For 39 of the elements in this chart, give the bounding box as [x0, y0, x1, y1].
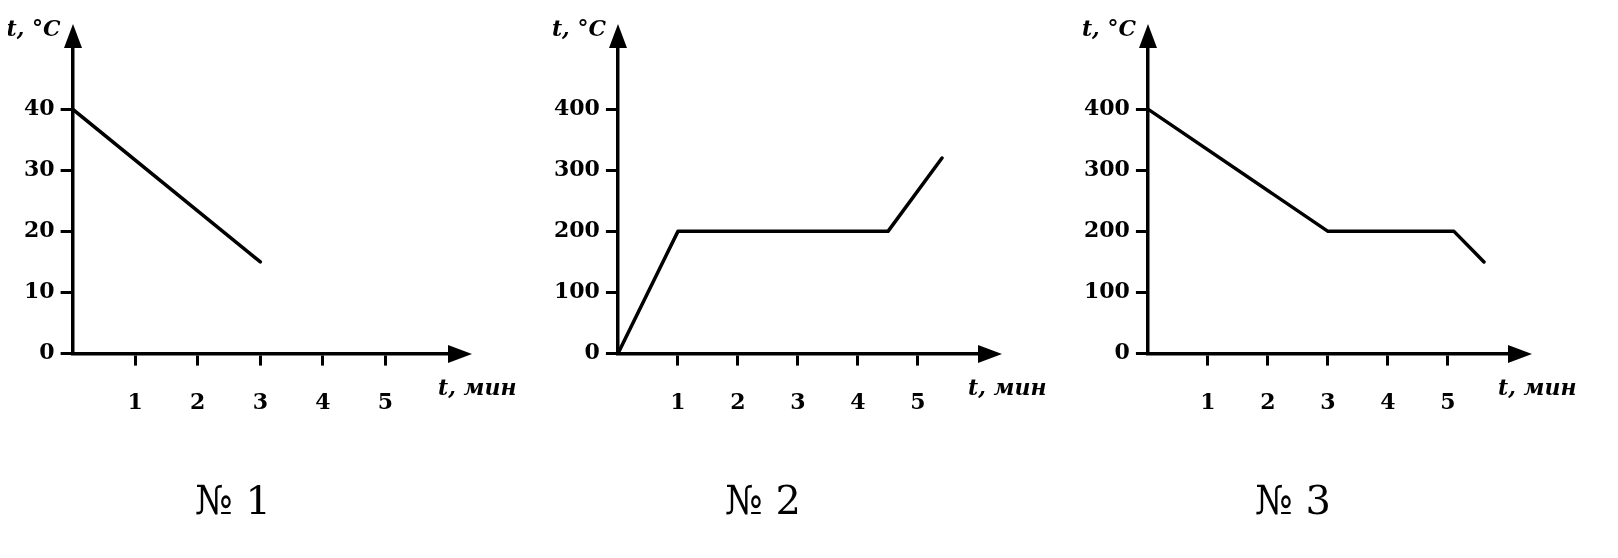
x-tick-label: 1: [127, 387, 143, 414]
x-tick-label: 1: [1200, 387, 1216, 414]
x-tick-label: 4: [1380, 387, 1396, 414]
x-tick-label: 1: [670, 387, 686, 414]
x-tick-label: 3: [1320, 387, 1336, 414]
x-tick-label: 4: [850, 387, 866, 414]
x-tick-label: 2: [190, 387, 206, 414]
x-tick-label: 4: [315, 387, 331, 414]
y-tick-label: 400: [553, 93, 600, 120]
y-tick-label: 40: [23, 93, 55, 120]
x-axis-title: t, мин: [968, 374, 1047, 401]
y-axis-title: t, °C: [551, 14, 607, 41]
y-tick-label: 300: [1083, 154, 1130, 181]
y-tick-label: 20: [23, 216, 55, 243]
y-axis-title: t, °C: [6, 14, 62, 41]
x-tick-label: 3: [790, 387, 806, 414]
y-tick-label: 10: [23, 277, 55, 304]
x-tick-label: 5: [910, 387, 926, 414]
y-tick-label: 200: [1083, 216, 1130, 243]
y-tick-label: 100: [553, 277, 600, 304]
y-tick-label: 0: [584, 338, 600, 365]
y-tick-label: 300: [553, 154, 600, 181]
y-tick-label: 0: [39, 338, 55, 365]
text: № 3: [1254, 477, 1332, 524]
x-tick-label: 5: [377, 387, 394, 414]
y-tick-label: 30: [23, 154, 55, 181]
x-tick-label: 3: [252, 387, 268, 414]
x-tick-label: 2: [730, 387, 746, 414]
x-tick-label: 2: [1260, 387, 1276, 414]
x-tick-label: 5: [1440, 387, 1456, 414]
text: № 1: [194, 477, 272, 524]
x-axis-title: t, мин: [1498, 374, 1577, 401]
text: № 2: [724, 477, 802, 524]
y-tick-label: 400: [1083, 93, 1130, 120]
x-axis-title: t, мин: [438, 374, 517, 401]
y-tick-label: 100: [1083, 277, 1130, 304]
y-axis-title: t, °C: [1081, 14, 1137, 41]
y-tick-label: 0: [1114, 338, 1130, 365]
y-tick-label: 200: [553, 216, 600, 243]
